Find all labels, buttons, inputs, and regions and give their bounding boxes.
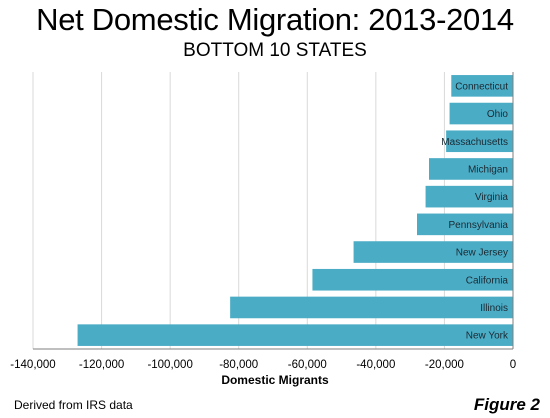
bar-connecticut xyxy=(451,75,513,97)
bar-category-label: Pennsylvania xyxy=(449,220,509,231)
bar-massachusetts xyxy=(446,130,513,153)
bar-category-label: New York xyxy=(466,331,509,342)
chart-title: Net Domestic Migration: 2013-2014 xyxy=(36,2,514,37)
bar-ohio xyxy=(449,102,513,125)
bar-category-label: Virginia xyxy=(475,192,509,203)
x-tick-label: -120,000 xyxy=(79,359,124,371)
chart-subtitle: BOTTOM 10 STATES xyxy=(183,40,367,61)
x-tick-label: -100,000 xyxy=(147,359,192,371)
x-tick-label: 0 xyxy=(510,359,516,371)
source-note: Derived from IRS data xyxy=(14,398,133,412)
x-axis-label: Domestic Migrants xyxy=(221,373,329,387)
x-tick-label: -60,000 xyxy=(288,359,327,371)
bar-new-york xyxy=(77,324,514,346)
bars: Connecticut Ohio Massachusetts Michigan Virg… xyxy=(77,75,514,346)
bar-category-label: Michigan xyxy=(468,164,508,175)
bar-category-label: New Jersey xyxy=(456,248,508,259)
tick-labels: -140,000 -120,000 -100,000 -80,000 -60,000 -4… xyxy=(10,359,516,371)
x-tick-label: -40,000 xyxy=(356,359,395,371)
bar-illinois xyxy=(230,296,513,319)
x-tick-label: -80,000 xyxy=(219,359,258,371)
bar-category-label: Illinois xyxy=(480,303,508,314)
bar-category-label: Massachusetts xyxy=(441,137,508,148)
bar-california xyxy=(312,268,513,291)
bar-new-jersey xyxy=(353,241,513,263)
x-tick-label: -140,000 xyxy=(10,359,55,371)
bar-virginia xyxy=(425,185,513,208)
bar-michigan xyxy=(429,158,513,180)
bar-pennsylvania xyxy=(417,213,513,236)
figure-label: Figure 2 xyxy=(473,395,540,414)
bar-category-label: Connecticut xyxy=(455,81,508,92)
axes xyxy=(33,72,514,350)
x-tick-label: -20,000 xyxy=(425,359,464,371)
bar-category-label: California xyxy=(466,275,509,286)
bar-category-label: Ohio xyxy=(487,109,509,120)
